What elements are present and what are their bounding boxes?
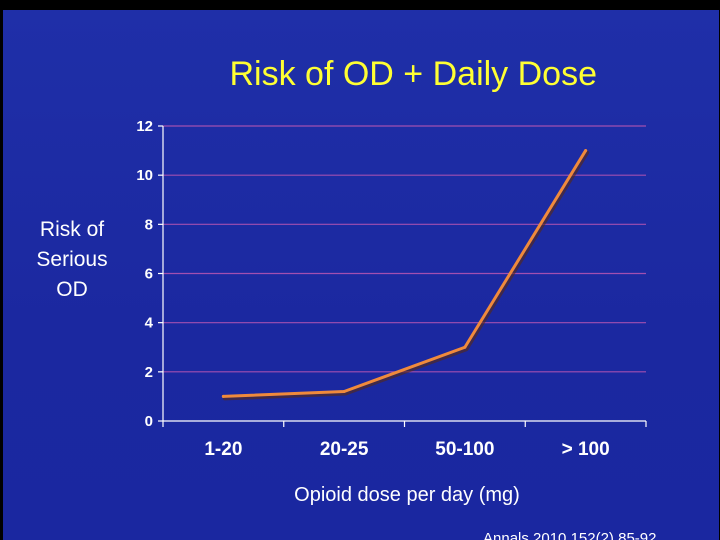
data-point [221, 394, 225, 398]
x-tick-label: 20-25 [320, 439, 369, 460]
x-tick-label: 50-100 [435, 439, 494, 460]
chart-title: Risk of OD + Daily Dose [229, 55, 598, 93]
x-tick-label: > 100 [562, 439, 610, 460]
citation-text: Annals 2010 152(2) 85-92 [483, 530, 657, 540]
data-point [463, 345, 467, 349]
x-axis-label: Opioid dose per day (mg) [294, 484, 520, 506]
y-tick-label: 8 [145, 216, 153, 233]
y-tick-label: 12 [136, 118, 153, 135]
slide: Risk of OD + Daily Dose Risk of Serious … [3, 10, 719, 540]
y-tick-label: 4 [145, 315, 154, 332]
x-tick-label: 1-20 [204, 439, 242, 460]
y-tick-label: 2 [145, 364, 153, 381]
data-point [584, 149, 588, 153]
line-chart: 0 2 4 6 8 10 12 1-20 20-25 50-100 > 100 [136, 118, 647, 460]
y-tick-label: 6 [145, 266, 153, 283]
y-tick-label: 10 [136, 167, 153, 184]
series-line [221, 149, 588, 398]
y-axis-label: Risk of Serious OD [36, 218, 108, 301]
y-tick-label: 0 [145, 413, 153, 430]
data-point [342, 390, 346, 393]
series-line-shadow [222, 150, 590, 401]
